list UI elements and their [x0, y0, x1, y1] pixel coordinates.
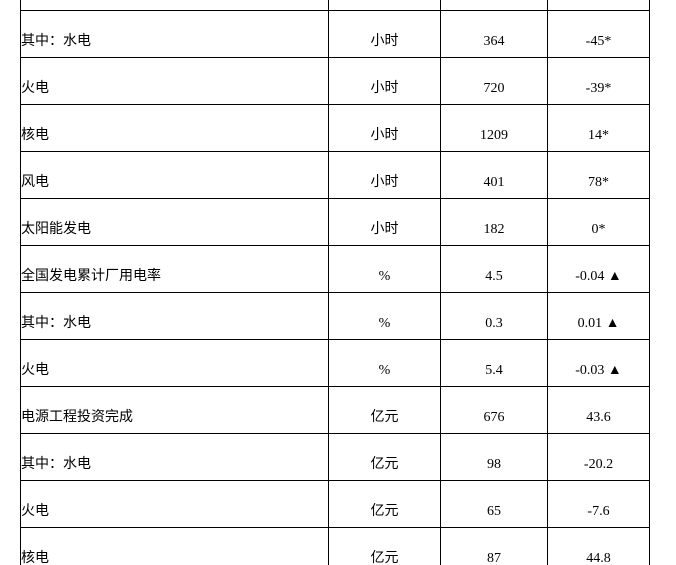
table-row: 其中：水电 % 0.3 0.01 ▲ [20, 292, 650, 340]
unit-cell: 亿元 [328, 480, 441, 528]
table-row: 火电 小时 720 -39* [20, 57, 650, 105]
indicator-cell: 核电 [20, 104, 329, 152]
table-row: 核电 亿元 87 44.8 [20, 527, 650, 565]
table-row: 其中：水电 亿元 98 -20.2 [20, 433, 650, 481]
change-cell: 0* [547, 198, 650, 246]
table-row: 电源工程投资完成 亿元 676 43.6 [20, 386, 650, 434]
change-cell: -0.04 ▲ [547, 245, 650, 293]
indicator-cell: 其中：水电 [20, 292, 329, 340]
indicator-cell: 太阳能发电 [20, 198, 329, 246]
indicator-cell: 火电 [20, 480, 329, 528]
unit-cell: % [328, 292, 441, 340]
indicator-cell [20, 0, 329, 11]
change-cell: 0.01 ▲ [547, 292, 650, 340]
table-row: 核电 小时 1209 14* [20, 104, 650, 152]
value-cell: 1209 [440, 104, 548, 152]
indicator-cell: 其中：水电 [20, 433, 329, 481]
unit-cell: 小时 [328, 57, 441, 105]
change-cell: 43.6 [547, 386, 650, 434]
value-cell: 182 [440, 198, 548, 246]
value-cell: 676 [440, 386, 548, 434]
indicator-cell: 其中：水电 [20, 10, 329, 58]
unit-cell [328, 0, 441, 11]
table-row: 火电 亿元 65 -7.6 [20, 480, 650, 528]
indicator-cell: 全国发电累计厂用电率 [20, 245, 329, 293]
unit-cell: % [328, 339, 441, 387]
value-cell: 401 [440, 151, 548, 199]
value-cell: 87 [440, 527, 548, 565]
change-cell: 14* [547, 104, 650, 152]
cropped-row [20, 0, 650, 11]
value-cell: 364 [440, 10, 548, 58]
unit-cell: 小时 [328, 198, 441, 246]
change-cell: -39* [547, 57, 650, 105]
value-cell: 65 [440, 480, 548, 528]
value-cell: 98 [440, 433, 548, 481]
unit-cell: % [328, 245, 441, 293]
indicator-cell: 火电 [20, 339, 329, 387]
change-cell: -45* [547, 10, 650, 58]
value-cell: 5.4 [440, 339, 548, 387]
value-cell: 720 [440, 57, 548, 105]
table-row: 全国发电累计厂用电率 % 4.5 -0.04 ▲ [20, 245, 650, 293]
unit-cell: 小时 [328, 104, 441, 152]
change-cell: -0.03 ▲ [547, 339, 650, 387]
unit-cell: 亿元 [328, 386, 441, 434]
value-cell [440, 0, 548, 11]
change-cell [547, 0, 650, 11]
indicator-cell: 火电 [20, 57, 329, 105]
unit-cell: 亿元 [328, 527, 441, 565]
table-row: 风电 小时 401 78* [20, 151, 650, 199]
statistics-table: 其中：水电 小时 364 -45* 火电 小时 720 -39* 核电 小时 1… [20, 0, 650, 565]
table-row: 火电 % 5.4 -0.03 ▲ [20, 339, 650, 387]
unit-cell: 小时 [328, 151, 441, 199]
change-cell: 44.8 [547, 527, 650, 565]
indicator-cell: 电源工程投资完成 [20, 386, 329, 434]
unit-cell: 小时 [328, 10, 441, 58]
table-row: 太阳能发电 小时 182 0* [20, 198, 650, 246]
change-cell: -20.2 [547, 433, 650, 481]
unit-cell: 亿元 [328, 433, 441, 481]
value-cell: 0.3 [440, 292, 548, 340]
value-cell: 4.5 [440, 245, 548, 293]
table-row: 其中：水电 小时 364 -45* [20, 10, 650, 58]
change-cell: 78* [547, 151, 650, 199]
indicator-cell: 风电 [20, 151, 329, 199]
indicator-cell: 核电 [20, 527, 329, 565]
change-cell: -7.6 [547, 480, 650, 528]
